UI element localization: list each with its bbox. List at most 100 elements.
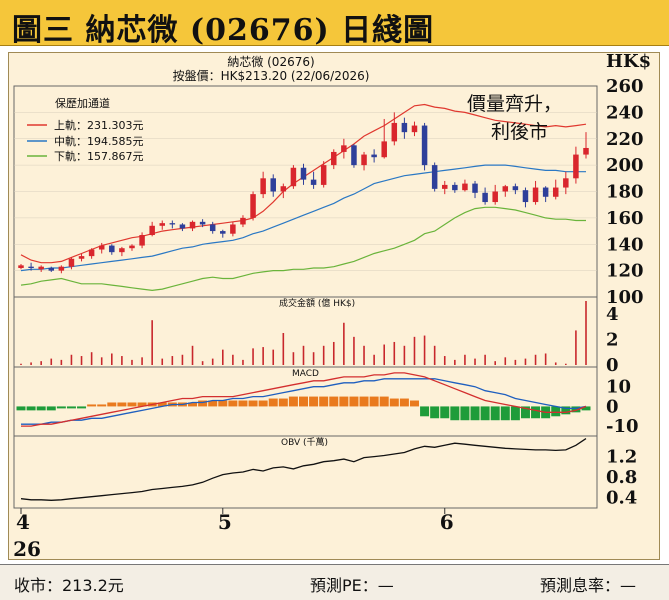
candle-down	[482, 192, 488, 203]
candle-up	[119, 248, 125, 253]
volume-layer	[20, 301, 587, 365]
macd-hist-positive	[339, 396, 349, 407]
candle-down	[48, 267, 55, 271]
price-y-tick: 160	[606, 208, 644, 229]
candle-up	[442, 184, 448, 189]
candle-up	[78, 256, 85, 259]
macd-hist-negative	[56, 406, 66, 409]
candle-up	[492, 191, 498, 203]
macd-hist-negative	[510, 406, 520, 421]
macd-hist-negative	[16, 406, 26, 411]
macd-hist-negative	[561, 406, 571, 415]
candle-up	[98, 245, 105, 250]
macd-hist-negative	[470, 406, 480, 421]
macd-hist-positive	[258, 400, 268, 407]
macd-hist-positive	[117, 402, 127, 407]
price-y-tick: 220	[606, 129, 644, 150]
candle-down	[169, 223, 176, 225]
footer-close: 收市：213.2元	[14, 576, 124, 595]
candle-up	[280, 186, 287, 192]
macd-hist-positive	[288, 396, 298, 407]
macd-hist-negative	[490, 406, 500, 421]
candle-up	[230, 224, 236, 234]
macd-hist-negative	[430, 406, 440, 419]
x-tick-label: 5	[218, 510, 232, 534]
candle-down	[401, 122, 408, 133]
macd-hist-positive	[268, 398, 278, 407]
currency-label: HK$	[606, 53, 651, 72]
macd-hist-positive	[97, 404, 107, 407]
price-y-tick: 100	[606, 287, 644, 308]
candle-down	[351, 145, 357, 166]
macd-hist-positive	[349, 396, 359, 407]
macd-y-tick: 10	[606, 377, 631, 398]
obv-line	[20, 438, 587, 501]
candle-down	[542, 187, 549, 197]
macd-hist-positive	[329, 396, 339, 407]
macd-layer	[16, 372, 591, 427]
candle-up	[260, 178, 266, 195]
price-y-tick: 180	[606, 182, 644, 203]
obv-y-tick: 0.4	[606, 488, 637, 509]
macd-hist-negative	[450, 406, 460, 421]
macd-hist-negative	[531, 406, 541, 419]
macd-hist-positive	[198, 400, 208, 407]
macd-hist-negative	[26, 406, 36, 411]
macd-hist-negative	[500, 406, 510, 421]
candle-up	[240, 217, 246, 225]
stock-name-label: 納芯微 (02676)	[227, 55, 314, 69]
macd-hist-positive	[359, 396, 369, 407]
candle-up	[58, 266, 65, 271]
macd-hist-positive	[157, 402, 167, 407]
macd-hist-negative	[420, 406, 430, 417]
candle-up	[18, 265, 24, 268]
footer-yield: 預測息率：—	[540, 576, 637, 595]
candle-up	[552, 187, 559, 197]
volume-panel-title: 成交金額 (億 HK$)	[279, 297, 355, 309]
macd-hist-positive	[137, 402, 147, 407]
macd-hist-positive	[127, 402, 137, 407]
candle-up	[149, 225, 155, 236]
macd-hist-negative	[460, 406, 470, 421]
chart-panel: 納芯微 (02676) 按盤價：HK$213.20 (22/06/2026) H…	[8, 51, 660, 561]
candle-up	[331, 151, 337, 166]
obv-y-tick: 1.2	[606, 447, 637, 468]
candle-up	[290, 167, 297, 187]
footer-bar: 收市：213.2元 預測PE：— 預測息率：—	[0, 564, 669, 600]
price-y-tick: 140	[606, 234, 644, 255]
candle-up	[502, 186, 509, 192]
candle-up	[532, 187, 539, 203]
candle-down	[209, 224, 216, 232]
footer-pe: 預測PE：—	[310, 576, 394, 595]
candle-down	[310, 179, 317, 185]
macd-hist-positive	[87, 404, 97, 407]
candle-up	[563, 178, 569, 188]
macd-hist-positive	[228, 400, 238, 407]
legend: 保歷加通道 上軌：231.303元 中軌：194.585元 下軌：157.867…	[27, 96, 144, 163]
x-year-label: 26	[13, 537, 41, 561]
macd-y-tick: -10	[606, 416, 639, 437]
price-y-tick: 200	[606, 155, 644, 176]
candle-down	[431, 165, 438, 189]
macd-hist-positive	[309, 396, 319, 407]
macd-hist-positive	[379, 396, 389, 407]
price-y-tick: 240	[606, 102, 644, 123]
lower-band-line	[20, 206, 586, 292]
candle-up	[381, 141, 387, 158]
axis-layer: 260240220200180160140120100420100-101.20…	[13, 76, 644, 561]
candle-up	[68, 258, 75, 267]
annotation-line1: 價量齊升，	[467, 93, 562, 115]
macd-hist-negative	[581, 406, 591, 411]
macd-hist-negative	[46, 406, 56, 411]
candle-up	[250, 194, 256, 218]
candle-up	[129, 245, 135, 249]
candle-down	[179, 224, 186, 229]
macd-hist-positive	[369, 396, 379, 407]
volume-y-tick: 2	[606, 329, 619, 350]
macd-hist-positive	[107, 402, 117, 407]
x-tick-label: 6	[440, 510, 454, 534]
stock-chart-svg: 納芯微 (02676) 按盤價：HK$213.20 (22/06/2026) H…	[13, 51, 651, 561]
candle-up	[38, 266, 44, 270]
candle-down	[270, 178, 276, 192]
price-layer	[18, 103, 589, 292]
